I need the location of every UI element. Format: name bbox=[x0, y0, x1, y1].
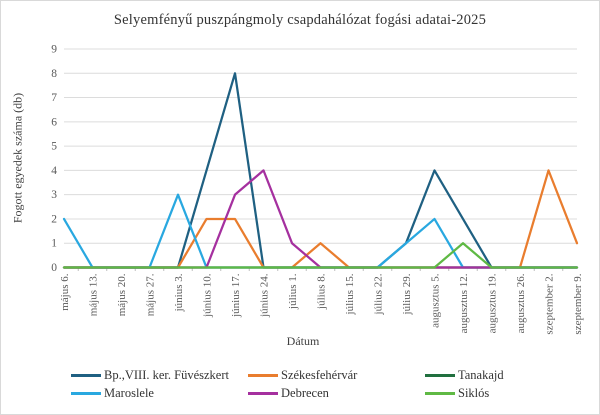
x-tick-label: július 29. bbox=[401, 273, 413, 315]
y-tick-label: 1 bbox=[51, 238, 57, 250]
x-tick-label: augusztus 5. bbox=[430, 273, 442, 328]
x-tick-label: július 8. bbox=[316, 273, 328, 310]
x-tick-label: szeptember 9. bbox=[572, 273, 584, 334]
x-axis-title: Dátum bbox=[286, 334, 320, 348]
y-tick-label: 3 bbox=[51, 189, 57, 201]
x-tick-label: július 22. bbox=[373, 273, 385, 315]
y-tick-label: 4 bbox=[51, 165, 57, 177]
x-tick-label: május 20. bbox=[116, 273, 128, 316]
y-tick-label: 0 bbox=[51, 262, 57, 274]
x-tick-label: augusztus 12. bbox=[458, 273, 470, 333]
y-tick-label: 6 bbox=[51, 116, 57, 128]
x-tick-label: május 6. bbox=[59, 273, 71, 311]
y-tick-label: 8 bbox=[51, 68, 57, 80]
x-tick-label: május 13. bbox=[88, 273, 100, 316]
x-tick-label: augusztus 26. bbox=[515, 273, 527, 333]
x-tick-label: június 10. bbox=[202, 273, 214, 318]
series-line-sikl-s bbox=[62, 242, 579, 269]
x-tick-label: május 27. bbox=[145, 273, 157, 316]
y-tick-label: 5 bbox=[51, 141, 57, 153]
y-tick-label: 2 bbox=[51, 213, 57, 225]
x-tick-label: július 1. bbox=[287, 273, 299, 310]
x-tick-label: szeptember 2. bbox=[544, 273, 556, 334]
x-tick-label: augusztus 19. bbox=[487, 273, 499, 333]
series-line-maroslele bbox=[62, 193, 579, 269]
y-tick-label: 9 bbox=[51, 44, 57, 56]
x-tick-label: június 24. bbox=[259, 273, 271, 318]
x-tick-label: június 3. bbox=[173, 273, 185, 312]
x-tick-label: június 17. bbox=[230, 273, 242, 318]
y-tick-label: 7 bbox=[51, 92, 57, 104]
x-tick-label: július 15. bbox=[344, 273, 356, 315]
chart-title: Selyemfényű puszpángmoly csapdahálózat f… bbox=[113, 12, 487, 28]
